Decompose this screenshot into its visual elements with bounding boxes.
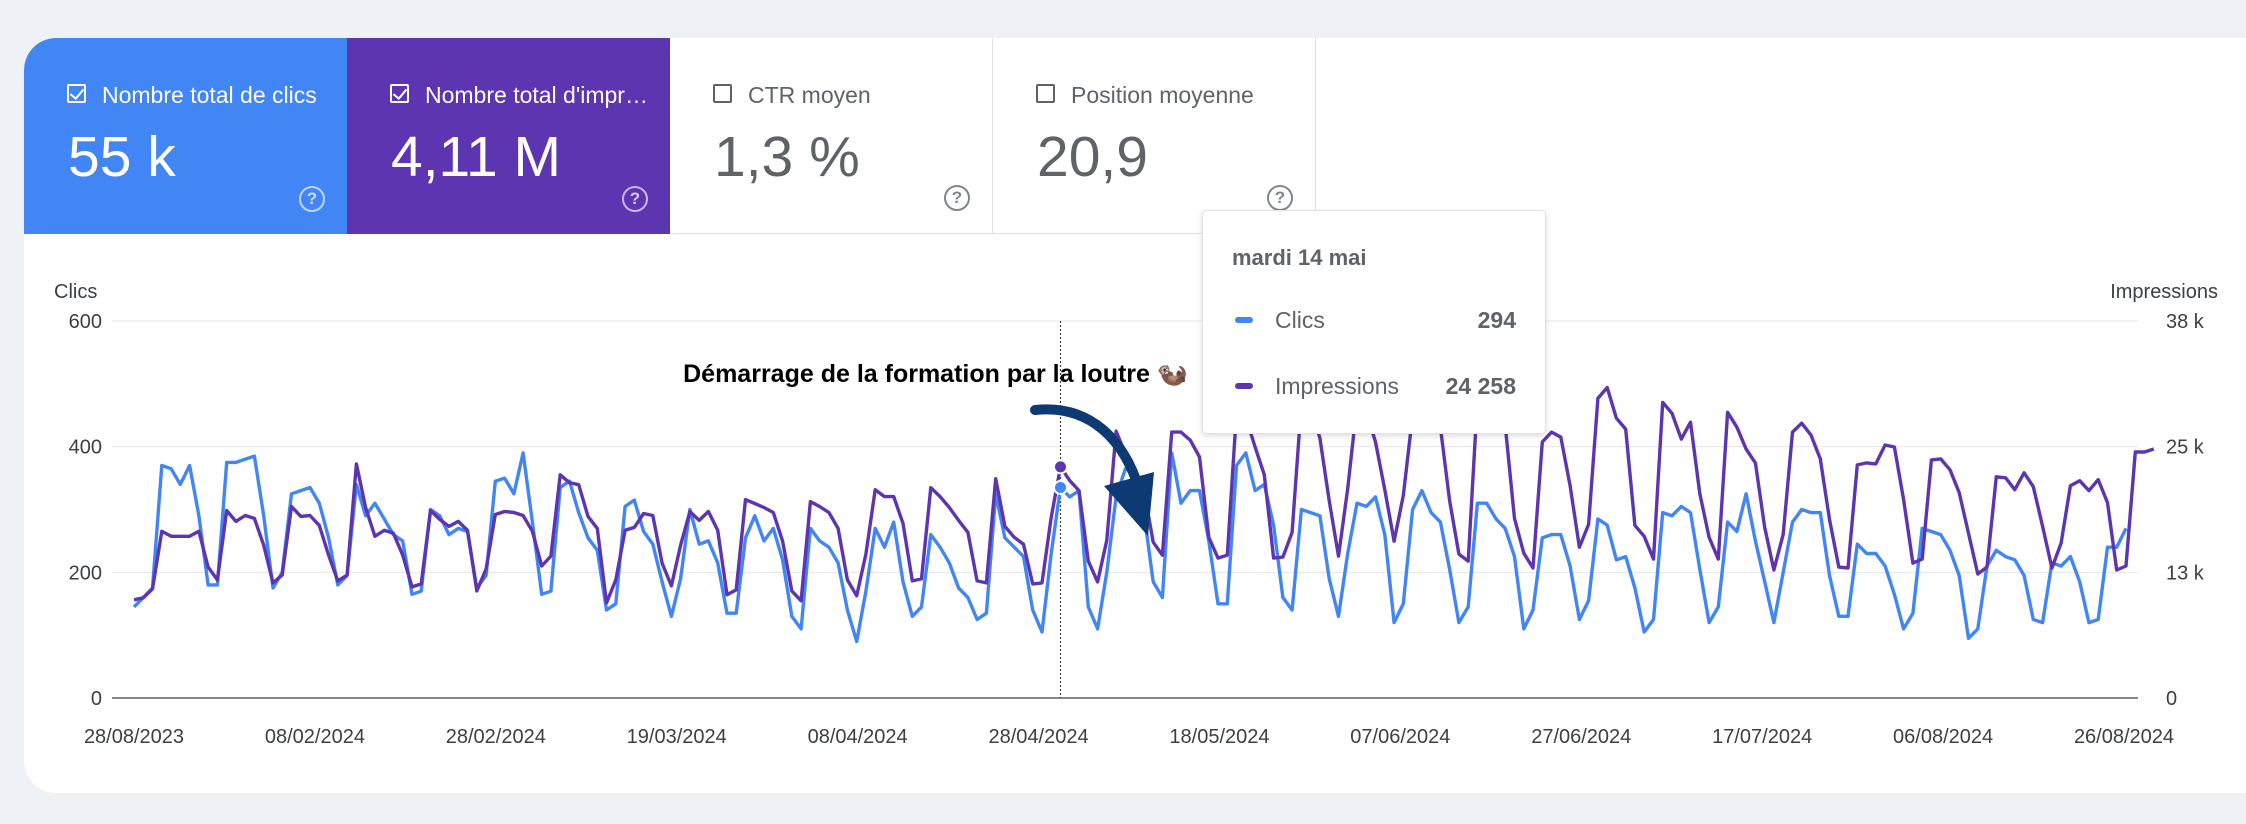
y-right-tick-label: 13 k xyxy=(2166,562,2205,584)
metric-value: 20,9 xyxy=(1037,125,1148,189)
x-tick-label: 07/06/2024 xyxy=(1350,726,1450,748)
tooltip-row-impressions: Impressions 24 258 xyxy=(1232,371,1516,401)
y-left-tick-label: 600 xyxy=(69,311,102,333)
metric-tile-ctr[interactable]: CTR moyen 1,3 % ? xyxy=(670,38,993,234)
metric-value: 1,3 % xyxy=(714,125,860,189)
metric-tile-impressions[interactable]: Nombre total d'impressions 4,11 M ? xyxy=(347,38,670,234)
y-right-tick-label: 38 k xyxy=(2166,311,2205,333)
x-tick-label: 28/08/2023 xyxy=(84,726,184,748)
tooltip-row-clicks: Clics 294 xyxy=(1232,305,1516,335)
metric-tile-clicks[interactable]: Nombre total de clics 55 k ? xyxy=(24,38,347,234)
y-left-tick-label: 400 xyxy=(69,437,102,459)
annotation-arrow-head xyxy=(1104,472,1154,536)
performance-card: Nombre total de clics 55 k ? Nombre tota… xyxy=(24,38,2246,793)
help-icon[interactable]: ? xyxy=(299,186,325,212)
metric-value: 4,11 M xyxy=(391,125,562,189)
x-tick-label: 26/08/2024 xyxy=(2074,726,2174,748)
tooltip-value-clicks: 294 xyxy=(1477,307,1516,333)
checkbox-unchecked-icon[interactable] xyxy=(1036,84,1055,103)
tooltip-value-impressions: 24 258 xyxy=(1445,373,1516,399)
metric-value: 55 k xyxy=(68,125,176,189)
y-left-tick-label: 200 xyxy=(69,562,102,584)
tooltip-label-clicks: Clics xyxy=(1275,307,1325,333)
x-tick-label: 27/06/2024 xyxy=(1531,726,1631,748)
x-tick-label: 18/05/2024 xyxy=(1169,726,1269,748)
x-tick-label: 19/03/2024 xyxy=(627,726,727,748)
y-right-tick-label: 0 xyxy=(2166,688,2177,710)
y-left-axis-title: Clics xyxy=(54,281,97,303)
tooltip-label-impressions: Impressions xyxy=(1275,373,1399,399)
help-icon[interactable]: ? xyxy=(944,185,970,211)
checkbox-checked-icon[interactable] xyxy=(390,84,409,103)
hover-point-clics xyxy=(1053,480,1069,496)
checkbox-unchecked-icon[interactable] xyxy=(713,84,732,103)
legend-swatch-clicks xyxy=(1235,317,1253,323)
x-tick-label: 28/02/2024 xyxy=(446,726,546,748)
x-tick-label: 28/04/2024 xyxy=(988,726,1088,748)
hover-point-impressions xyxy=(1053,459,1069,475)
y-left-tick-label: 0 xyxy=(91,688,102,710)
help-icon[interactable]: ? xyxy=(622,186,648,212)
tooltip-date: mardi 14 mai xyxy=(1232,245,1367,270)
legend-swatch-impressions xyxy=(1235,383,1253,389)
x-tick-label: 06/08/2024 xyxy=(1893,726,1993,748)
annotation-arrow-shaft xyxy=(1030,404,1145,497)
x-tick-label: 17/07/2024 xyxy=(1712,726,1812,748)
x-tick-label: 08/02/2024 xyxy=(265,726,365,748)
annotation-text: Démarrage de la formation par la loutre … xyxy=(683,360,1188,388)
chart-tooltip: mardi 14 mai Clics 294 Impressions 24 25… xyxy=(1202,210,1546,434)
checkbox-checked-icon[interactable] xyxy=(67,84,86,103)
metric-tile-position[interactable]: Position moyenne 20,9 ? xyxy=(993,38,1316,234)
y-right-tick-label: 25 k xyxy=(2166,437,2205,459)
y-right-axis-title: Impressions xyxy=(2110,281,2218,303)
x-tick-label: 08/04/2024 xyxy=(808,726,908,748)
